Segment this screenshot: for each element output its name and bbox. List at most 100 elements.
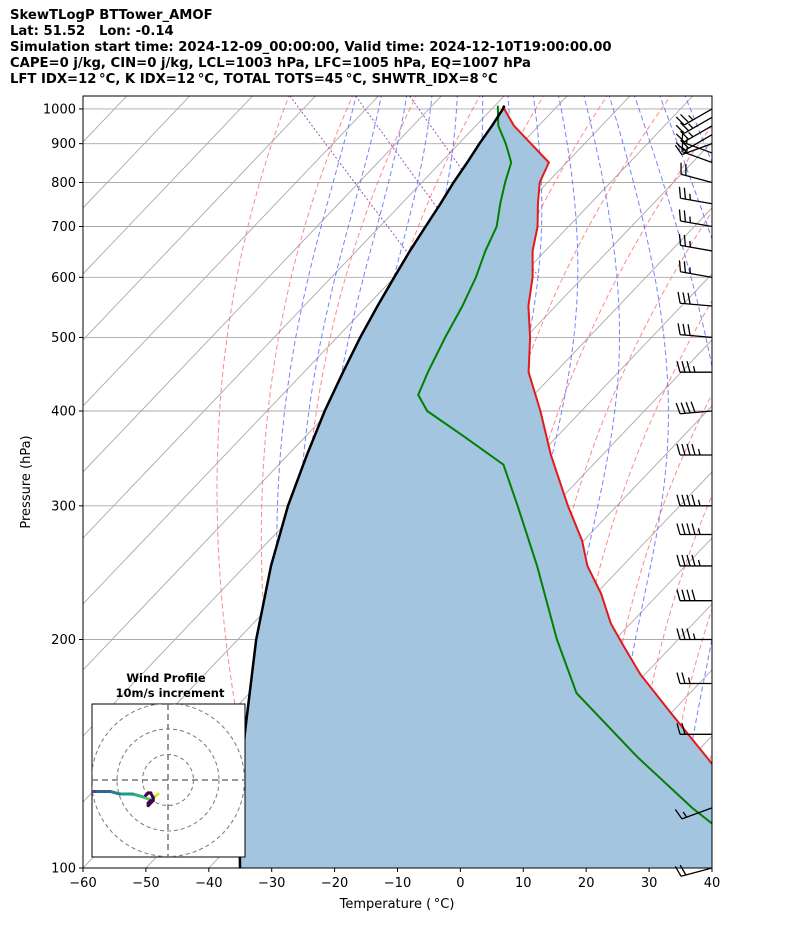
hodograph-segment bbox=[131, 792, 144, 799]
wind-barb-flag bbox=[682, 292, 686, 304]
inset-subtitle: 10m/s increment bbox=[116, 686, 225, 700]
wind-barbs bbox=[674, 108, 713, 877]
wind-barb bbox=[677, 323, 713, 339]
wind-barb-flag bbox=[678, 186, 682, 199]
moist-adiabat-line bbox=[553, 96, 620, 868]
wind-barb-flag bbox=[674, 144, 683, 155]
wind-barb-flag bbox=[674, 809, 683, 820]
isotherm-line bbox=[83, 96, 379, 407]
wind-barb-shaft bbox=[681, 807, 713, 820]
wind-barb-flag bbox=[680, 113, 690, 123]
wind-barb-flag bbox=[676, 360, 681, 373]
wind-barb bbox=[675, 116, 713, 134]
isotherm-line bbox=[711, 867, 712, 868]
wind-barb-half-flag bbox=[692, 366, 696, 373]
dry-adiabat-line bbox=[759, 93, 794, 868]
wind-barb-flag bbox=[680, 139, 690, 149]
wind-barb bbox=[676, 554, 712, 567]
wind-barb-flag bbox=[676, 723, 681, 735]
wind-barb-flag bbox=[691, 589, 696, 601]
wind-barb-shaft bbox=[683, 134, 713, 152]
y-tick-label: 900 bbox=[51, 137, 76, 152]
wind-profile-inset: Wind Profile 10m/s increment bbox=[91, 671, 246, 858]
x-tick-label: 20 bbox=[578, 876, 595, 891]
x-tick-label: −40 bbox=[195, 876, 222, 891]
wind-barb-shaft bbox=[683, 125, 713, 143]
wind-barb-flag bbox=[681, 672, 686, 684]
title-station: SkewTLogP BTTower_AMOF bbox=[10, 8, 213, 23]
wind-barb-flag bbox=[691, 523, 696, 535]
wind-barb bbox=[676, 672, 712, 685]
x-axis-label: Temperature ( °C) bbox=[339, 897, 455, 912]
wind-barb-flag bbox=[679, 864, 687, 876]
wind-barb bbox=[676, 443, 712, 456]
inset-title: Wind Profile bbox=[126, 671, 206, 685]
wind-barb-half-flag bbox=[688, 131, 694, 138]
y-tick-label: 600 bbox=[51, 271, 76, 286]
dry-adiabat-line bbox=[529, 210, 712, 868]
wind-barb-flag bbox=[691, 494, 696, 507]
moist-adiabat-line bbox=[659, 96, 712, 241]
wind-barb-flag bbox=[680, 402, 686, 414]
wind-barb-flag bbox=[676, 494, 681, 507]
wind-barb bbox=[678, 233, 713, 252]
wind-barb-flag bbox=[676, 672, 681, 684]
x-tick-label: −20 bbox=[321, 876, 348, 891]
hodograph-loop-segment bbox=[146, 799, 153, 805]
isotherm-line bbox=[83, 96, 505, 539]
wind-barb bbox=[676, 628, 712, 641]
tick-layer: −60 −50 −40 −30 −20 −10 0 10 20 30 40 1000 900 800 700… bbox=[43, 102, 720, 891]
x-tick-label: 10 bbox=[515, 876, 532, 891]
wind-barb-flag bbox=[678, 260, 682, 272]
parcel-line bbox=[238, 105, 506, 868]
wind-barb-flag bbox=[686, 554, 691, 567]
title-times: Simulation start time: 2024-12-09_00:00:… bbox=[10, 40, 612, 56]
wind-barb-half-flag bbox=[697, 499, 701, 506]
wind-barb-shaft bbox=[680, 333, 713, 339]
wind-barb-flag bbox=[675, 116, 685, 126]
x-tick-label: 40 bbox=[704, 876, 721, 891]
wind-barb bbox=[675, 108, 713, 126]
wind-barb-flag bbox=[686, 523, 691, 535]
wind-barb bbox=[680, 162, 713, 184]
x-tick-label: −50 bbox=[132, 876, 159, 891]
wind-barb-half-flag bbox=[688, 123, 694, 129]
wind-barb-flag bbox=[682, 323, 686, 336]
wind-barb-flag bbox=[677, 323, 681, 335]
isotherm-line bbox=[83, 96, 253, 275]
wind-barb-flag bbox=[676, 554, 681, 567]
wind-barb-flag bbox=[690, 401, 696, 413]
isotherm-line bbox=[585, 735, 712, 868]
wind-barb-flag bbox=[676, 589, 681, 601]
moist-adiabat-line bbox=[276, 96, 357, 868]
wind-barb bbox=[675, 134, 713, 152]
x-tick-label: −30 bbox=[258, 876, 285, 891]
isotherm-line bbox=[83, 96, 316, 341]
dry-adiabat-line bbox=[595, 393, 712, 868]
wind-barb-flag bbox=[686, 494, 691, 507]
wind-barb-flag bbox=[686, 589, 691, 601]
y-tick-label: 1000 bbox=[43, 102, 76, 117]
wind-barb-shaft bbox=[680, 867, 713, 877]
wind-barb bbox=[677, 291, 713, 307]
wind-barb-flag bbox=[677, 291, 681, 304]
wind-barb-flag bbox=[685, 401, 691, 414]
wind-barb-flag bbox=[686, 628, 691, 640]
wind-barb-flag bbox=[683, 210, 687, 222]
wind-barb bbox=[676, 723, 712, 735]
wind-barb-flag bbox=[683, 187, 687, 200]
wind-barb bbox=[676, 494, 712, 507]
moist-adiabat-line bbox=[506, 96, 579, 868]
x-tick-label: −10 bbox=[384, 876, 411, 891]
wind-barb-flag bbox=[678, 209, 682, 222]
wind-barb bbox=[678, 209, 713, 228]
wind-barb-flag bbox=[678, 233, 682, 246]
dry-adiabat-line bbox=[726, 93, 794, 868]
wind-barb-shaft bbox=[683, 116, 713, 134]
wind-barb bbox=[676, 360, 712, 373]
wind-barb-shaft bbox=[683, 108, 713, 126]
wind-barb-shaft bbox=[680, 271, 713, 278]
wind-barb-flag bbox=[675, 133, 685, 143]
wind-barb-flag bbox=[683, 234, 687, 247]
